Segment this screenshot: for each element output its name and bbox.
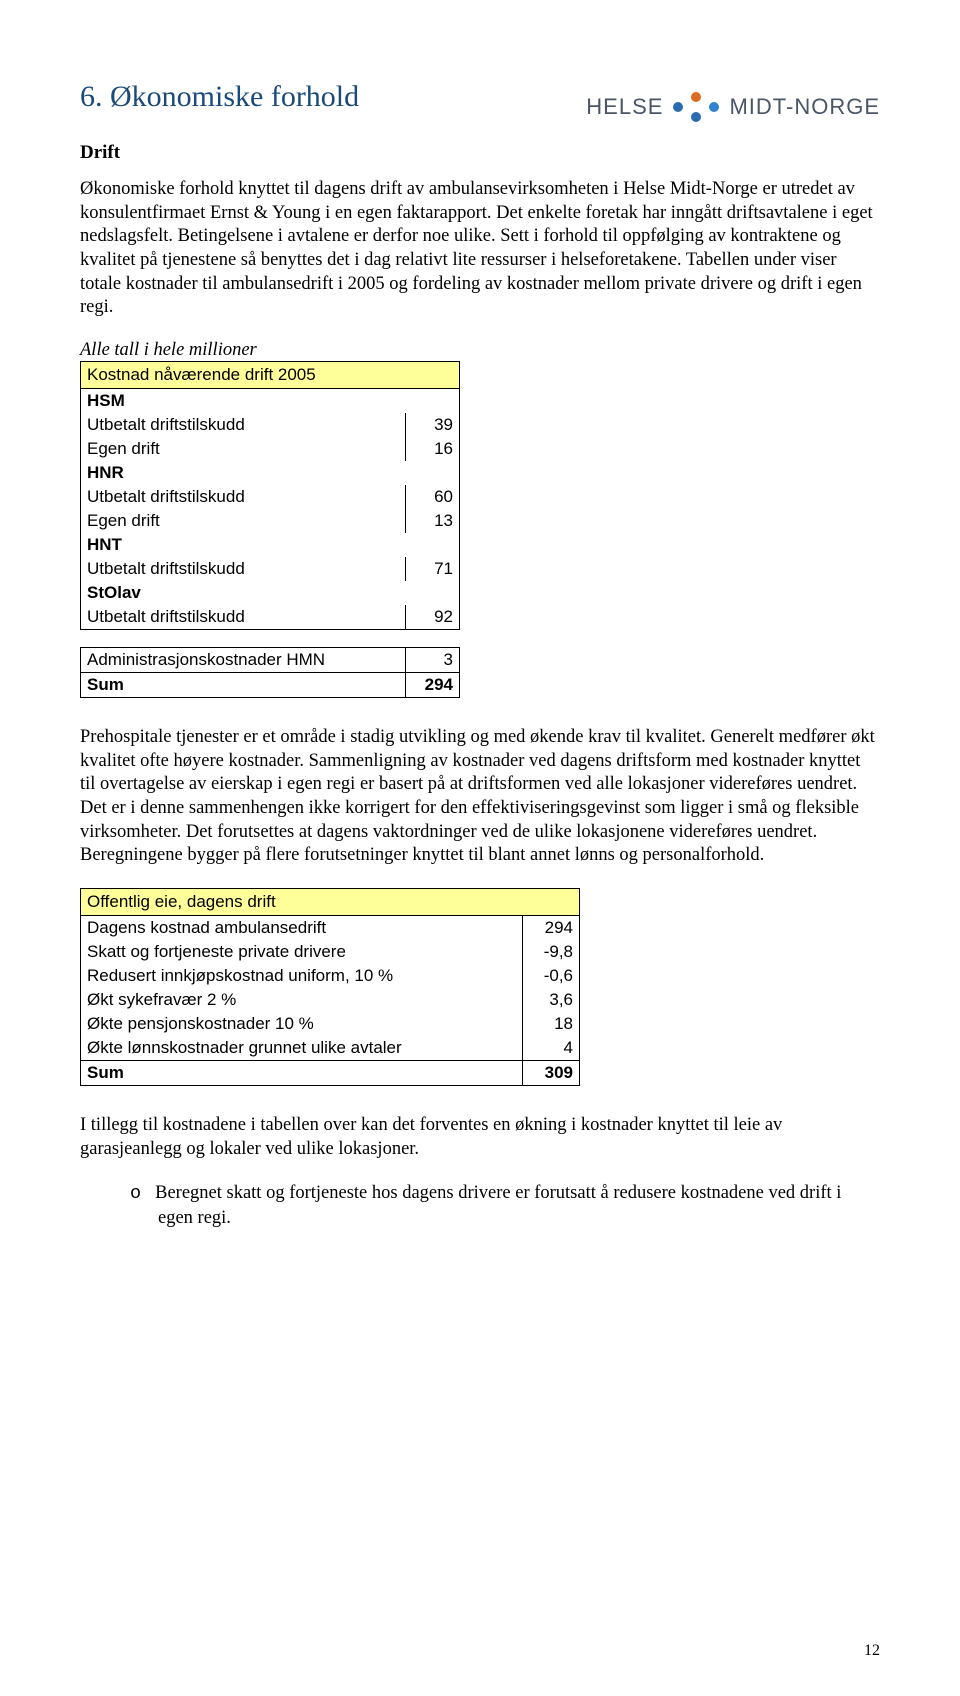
table-row-value: 294 (522, 916, 579, 941)
closing-paragraph: I tillegg til kostnadene i tabellen over… (80, 1114, 880, 1161)
logo-dots-icon (673, 92, 719, 122)
table-row-label: Økte pensjonskostnader 10 % (81, 1012, 523, 1036)
table-row-value: -0,6 (522, 964, 579, 988)
bullet-item: Beregnet skatt og fortjeneste hos dagens… (130, 1181, 880, 1230)
table-row-label: Økte lønnskostnader grunnet ulike avtale… (81, 1036, 523, 1061)
middle-paragraph: Prehospitale tjenester er et område i st… (80, 726, 880, 868)
bullet-list: Beregnet skatt og fortjeneste hos dagens… (130, 1181, 880, 1230)
table2-header: Offentlig eie, dagens drift (81, 889, 580, 916)
table-section-label: HNT (81, 533, 460, 557)
table-row-label: Utbetalt driftstilskudd (81, 557, 406, 581)
table-row-value: -9,8 (522, 940, 579, 964)
table-row-value: 3,6 (522, 988, 579, 1012)
table-row-label: Utbetalt driftstilskudd (81, 485, 406, 509)
logo-text-left: HELSE (586, 94, 663, 120)
table-section-label: HNR (81, 461, 460, 485)
table-row-value: 3 (406, 648, 460, 673)
table-row-value: 4 (522, 1036, 579, 1061)
table-row-value: 18 (522, 1012, 579, 1036)
brand-logo: HELSE MIDT-NORGE (586, 92, 880, 122)
table-row-value: 71 (406, 557, 460, 581)
table-row-label: Utbetalt driftstilskudd (81, 413, 406, 437)
table-sum-value: 309 (522, 1061, 579, 1086)
page-number: 12 (864, 1642, 880, 1660)
table-row-label: Egen drift (81, 509, 406, 533)
intro-paragraph: Økonomiske forhold knyttet til dagens dr… (80, 178, 880, 320)
logo-text-right: MIDT-NORGE (729, 94, 880, 120)
table-caption: Alle tall i hele millioner (80, 340, 880, 361)
table-row-value: 16 (406, 437, 460, 461)
table-row-label: Økt sykefravær 2 % (81, 988, 523, 1012)
table-row-label: Skatt og fortjeneste private drivere (81, 940, 523, 964)
table-row-label: Utbetalt driftstilskudd (81, 605, 406, 630)
table-row-value: 13 (406, 509, 460, 533)
cost-table-2005: Kostnad nåværende drift 2005 HSMUtbetalt… (80, 361, 460, 698)
table-sum-value: 294 (406, 673, 460, 698)
table1-header: Kostnad nåværende drift 2005 (81, 362, 460, 389)
public-ownership-table: Offentlig eie, dagens drift Dagens kostn… (80, 888, 580, 1086)
table-row-label: Redusert innkjøpskostnad uniform, 10 % (81, 964, 523, 988)
subsection-heading: Drift (80, 142, 880, 164)
table-row-value: 92 (406, 605, 460, 630)
table-sum-label: Sum (81, 673, 406, 698)
table-section-label: HSM (81, 389, 460, 414)
table-row-label: Administrasjonskostnader HMN (81, 648, 406, 673)
table-row-label: Dagens kostnad ambulansedrift (81, 916, 523, 941)
table-row-label: Egen drift (81, 437, 406, 461)
table-row-value: 39 (406, 413, 460, 437)
table-row-value: 60 (406, 485, 460, 509)
table-section-label: StOlav (81, 581, 460, 605)
table-sum-label: Sum (81, 1061, 523, 1086)
